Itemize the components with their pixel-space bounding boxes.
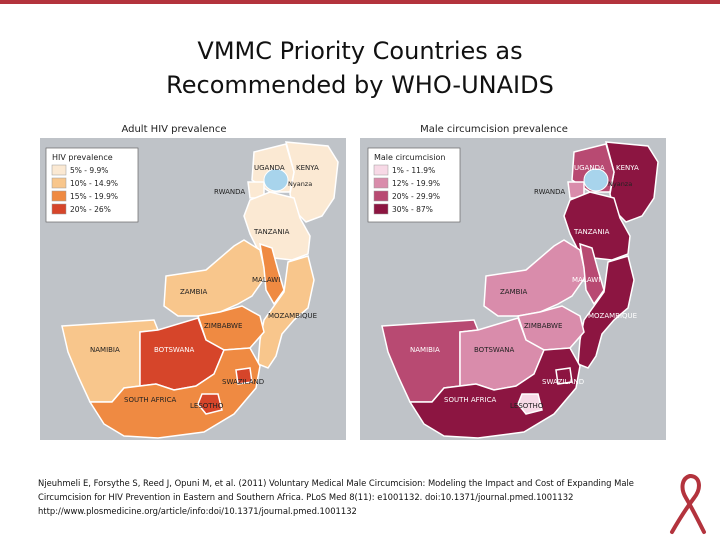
mc-label-south-africa: SOUTH AFRICA: [444, 396, 496, 404]
hiv-legend-swatch-1: [51, 164, 67, 176]
mc-label-nyanza: Nyanza: [608, 180, 632, 188]
mc-legend: Male circumcision 1% - 11.9% 12% - 19.9%…: [367, 147, 461, 223]
slide-title-line-2: Recommended by WHO-UNAIDS: [166, 71, 554, 99]
mc-legend-label-4: 30% - 87%: [392, 205, 433, 214]
hiv-label-lesotho: LESOTHO: [190, 402, 224, 410]
mc-label-zimbabwe: ZIMBABWE: [524, 322, 562, 330]
hiv-label-swaziland: SWAZILAND: [222, 378, 264, 386]
hiv-map-title: Adult HIV prevalence: [121, 124, 226, 135]
hiv-legend-swatch-3: [51, 190, 67, 202]
mc-lake-victoria: [583, 168, 609, 192]
mc-country-lesotho: [517, 393, 543, 415]
mc-legend-label-1: 1% - 11.9%: [392, 166, 435, 175]
hiv-lake-victoria: [263, 168, 289, 192]
slide-title: VMMC Priority Countries as Recommended b…: [0, 34, 720, 102]
hiv-label-rwanda: RWANDA: [214, 188, 245, 196]
hiv-legend-label-2: 10% - 14.9%: [70, 179, 118, 188]
mc-legend-swatch-4: [373, 203, 389, 215]
citation: Njeuhmeli E, Forsythe S, Reed J, Opuni M…: [38, 476, 678, 518]
hiv-country-south-africa: [88, 347, 261, 439]
hiv-country-tanzania: [243, 191, 311, 261]
hiv-legend-title: HIV prevalence: [52, 153, 113, 162]
mc-label-malawi: MALAWI: [572, 276, 600, 284]
citation-link[interactable]: http://www.plosmedicine.org/article/info…: [38, 506, 357, 516]
hiv-label-botswana: BOTSWANA: [154, 346, 194, 354]
mc-label-zambia: ZAMBIA: [500, 288, 527, 296]
top-accent-rule: [0, 0, 720, 4]
hiv-country-mozambique: [257, 255, 315, 369]
hiv-prevalence-map: Adult HIV prevalence HIV prevalence 5% -…: [38, 120, 350, 442]
hiv-label-nyanza: Nyanza: [288, 180, 312, 188]
hiv-legend-label-3: 15% - 19.9%: [70, 192, 118, 201]
mc-country-malawi: [579, 242, 605, 306]
hiv-country-malawi: [259, 242, 285, 306]
mc-label-swaziland: SWAZILAND: [542, 378, 584, 386]
mc-label-botswana: BOTSWANA: [474, 346, 514, 354]
hiv-country-lesotho: [197, 393, 223, 415]
mc-country-tanzania: [563, 191, 631, 261]
maps-figure: Adult HIV prevalence HIV prevalence 5% -…: [38, 120, 670, 442]
mc-legend-swatch-1: [373, 164, 389, 176]
mc-label-namibia: NAMIBIA: [410, 346, 440, 354]
hiv-label-malawi: MALAWI: [252, 276, 280, 284]
hiv-legend-label-1: 5% - 9.9%: [70, 166, 108, 175]
mc-label-rwanda: RWANDA: [534, 188, 565, 196]
hiv-label-namibia: NAMIBIA: [90, 346, 120, 354]
hiv-country-zambia: [163, 239, 267, 317]
hiv-legend: HIV prevalence 5% - 9.9% 10% - 14.9% 15%…: [45, 147, 139, 223]
hiv-label-zimbabwe: ZIMBABWE: [204, 322, 242, 330]
mc-legend-label-3: 20% - 29.9%: [392, 192, 440, 201]
hiv-label-uganda: UGANDA: [254, 164, 285, 172]
mc-country-zambia: [483, 239, 587, 317]
mc-map-title: Male circumcision prevalence: [420, 124, 568, 135]
mc-label-uganda: UGANDA: [574, 164, 605, 172]
hiv-label-mozambique: MOZAMBIQUE: [268, 312, 317, 320]
hiv-legend-label-4: 20% - 26%: [70, 205, 111, 214]
circumcision-prevalence-map: Male circumcision prevalence Male circum…: [358, 120, 670, 442]
mc-legend-swatch-3: [373, 190, 389, 202]
hiv-legend-swatch-2: [51, 177, 67, 189]
hiv-label-south-africa: SOUTH AFRICA: [124, 396, 176, 404]
hiv-label-kenya: KENYA: [296, 164, 319, 172]
slide-title-line-1: VMMC Priority Countries as: [197, 37, 523, 65]
hiv-label-tanzania: TANZANIA: [253, 228, 290, 236]
mc-legend-title: Male circumcision: [374, 153, 445, 162]
hiv-legend-swatch-4: [51, 203, 67, 215]
mc-label-lesotho: LESOTHO: [510, 402, 544, 410]
mc-legend-label-2: 12% - 19.9%: [392, 179, 440, 188]
hiv-country-swaziland: [235, 367, 253, 385]
citation-line-1: Njeuhmeli E, Forsythe S, Reed J, Opuni M…: [38, 478, 634, 488]
citation-line-2: Circumcision for HIV Prevention in Easte…: [38, 492, 574, 502]
mc-label-mozambique: MOZAMBIQUE: [588, 312, 637, 320]
mc-country-mozambique: [577, 255, 635, 369]
mc-country-south-africa: [408, 347, 581, 439]
hiv-label-zambia: ZAMBIA: [180, 288, 207, 296]
mc-label-tanzania: TANZANIA: [573, 228, 610, 236]
mc-legend-swatch-2: [373, 177, 389, 189]
red-ribbon-icon: [670, 474, 706, 534]
mc-country-swaziland: [555, 367, 573, 385]
mc-label-kenya: KENYA: [616, 164, 639, 172]
